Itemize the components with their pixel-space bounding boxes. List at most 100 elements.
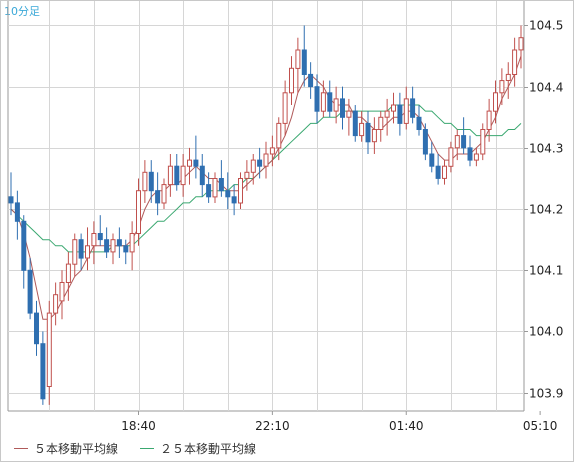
candle-up xyxy=(110,233,116,265)
candle-body xyxy=(391,104,396,112)
candle-up xyxy=(85,227,90,271)
candle-body xyxy=(269,147,275,155)
legend: ５本移動平均線 ２５本移動平均線 xyxy=(14,440,256,457)
candle-body xyxy=(429,153,435,167)
candle-body xyxy=(250,159,256,173)
candle-down xyxy=(14,190,20,240)
candle-down xyxy=(27,258,33,320)
candle-up xyxy=(269,135,275,167)
candle-body xyxy=(263,153,269,167)
candle-down xyxy=(435,153,441,185)
candle-down xyxy=(104,227,110,259)
candle-body xyxy=(422,129,428,155)
candle-body xyxy=(378,116,384,131)
candle-up xyxy=(212,172,218,203)
candle-body xyxy=(384,110,390,118)
candle-down xyxy=(148,160,154,203)
candle-body xyxy=(212,178,218,198)
candle-up xyxy=(346,98,352,136)
candle-down xyxy=(422,123,428,161)
candle-body xyxy=(435,165,441,179)
candle-up xyxy=(161,178,167,210)
candle-body xyxy=(110,239,116,253)
candle-up xyxy=(142,160,148,203)
candle-body xyxy=(116,239,122,247)
candle-body xyxy=(123,245,129,253)
y-tick-label: 104.0 xyxy=(529,325,563,339)
candle-up xyxy=(295,37,301,93)
candle-down xyxy=(206,172,212,203)
ma5-swatch xyxy=(14,448,28,449)
candles xyxy=(8,25,524,405)
candle-body xyxy=(174,165,180,186)
legend-item-ma25: ２５本移動平均線 xyxy=(140,440,256,457)
candle-body xyxy=(225,190,231,198)
candle-body xyxy=(346,110,352,118)
candle-body xyxy=(136,190,141,234)
candle-body xyxy=(512,49,518,75)
candle-body xyxy=(161,184,167,204)
candle-down xyxy=(461,117,467,154)
candle-up xyxy=(263,141,269,179)
candle-up xyxy=(167,153,173,197)
candle-up xyxy=(505,62,511,99)
candle-up xyxy=(59,270,65,320)
candle-body xyxy=(180,165,186,186)
candle-up xyxy=(187,147,192,185)
candle-up xyxy=(46,300,52,405)
candle-body xyxy=(505,73,511,82)
candle-body xyxy=(442,165,447,179)
candle-body xyxy=(365,122,371,143)
candle-down xyxy=(97,215,103,246)
candle-body xyxy=(167,165,173,186)
candle-body xyxy=(78,239,84,259)
candle-body xyxy=(289,67,294,94)
candle-up xyxy=(384,98,390,136)
candle-up xyxy=(512,37,518,87)
candle-body xyxy=(21,220,27,271)
candle-body xyxy=(257,159,263,167)
y-tick-label: 104.3 xyxy=(529,142,563,156)
candle-down xyxy=(21,215,27,289)
y-tick-label: 103.9 xyxy=(529,387,563,401)
candle-up xyxy=(244,160,250,191)
candle-down xyxy=(416,105,422,136)
x-tick-label: 18:40 xyxy=(121,419,156,433)
candle-body xyxy=(148,171,154,192)
candle-body xyxy=(142,171,148,192)
candle-down xyxy=(314,74,320,124)
x-tick-label: 22:10 xyxy=(255,419,290,433)
candle-body xyxy=(97,233,103,241)
candle-body xyxy=(308,73,314,88)
candle-body xyxy=(34,312,39,345)
candle-body xyxy=(493,92,498,112)
candle-body xyxy=(199,165,205,186)
candle-body xyxy=(282,92,288,124)
candle-body xyxy=(454,135,460,149)
candle-body xyxy=(301,49,307,75)
candle-body xyxy=(327,92,333,112)
candle-up xyxy=(53,282,59,326)
candle-up xyxy=(493,80,498,124)
candle-body xyxy=(359,122,365,137)
candle-body xyxy=(91,233,97,247)
candle-body xyxy=(14,202,20,222)
candle-down xyxy=(8,172,14,216)
candle-up xyxy=(473,147,479,167)
y-tick-label: 104.1 xyxy=(529,264,563,278)
candle-body xyxy=(340,98,345,118)
candle-body xyxy=(486,110,492,130)
candle-body xyxy=(129,233,135,253)
candle-up xyxy=(276,117,282,161)
y-tick-label: 104.5 xyxy=(529,19,563,33)
candle-down xyxy=(116,227,122,259)
candle-body xyxy=(187,159,192,167)
candle-down xyxy=(340,86,345,130)
candle-body xyxy=(480,129,486,155)
candle-up xyxy=(238,172,243,210)
candle-body xyxy=(397,104,403,124)
candle-body xyxy=(72,239,78,265)
y-tick-label: 104.4 xyxy=(529,81,563,95)
candle-up xyxy=(180,153,186,197)
candle-body xyxy=(40,343,46,400)
